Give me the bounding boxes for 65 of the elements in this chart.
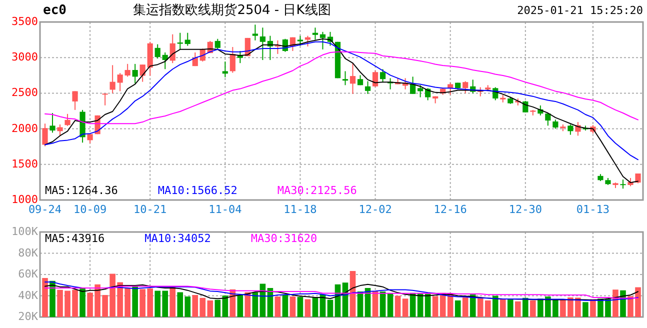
y-tick-label: 3000	[12, 50, 38, 64]
candlestick	[50, 112, 56, 134]
text: MA30:31620	[250, 232, 318, 245]
text: 2025-01-21 15:25:20	[517, 4, 643, 17]
y-tick-label: 2500	[12, 86, 38, 100]
x-tick-label: 12-30	[508, 203, 542, 216]
text: MA10:1566.52	[158, 184, 238, 197]
y-tick-label: 60K	[18, 268, 38, 281]
y-tick-label: 40K	[18, 288, 38, 302]
y-tick-label: 80K	[18, 246, 38, 260]
candlestick	[260, 27, 266, 61]
candlestick	[364, 80, 371, 94]
candlestick	[552, 119, 558, 130]
candlestick	[64, 113, 70, 126]
candlestick	[312, 27, 318, 40]
candlestick	[620, 179, 626, 190]
candlestick	[297, 35, 304, 46]
candlestick	[252, 24, 258, 41]
x-tick-label: 10-09	[73, 203, 107, 216]
x-tick-label: 10-21	[134, 203, 167, 216]
candlestick	[380, 68, 386, 83]
text: MA30:2125.56	[277, 184, 357, 197]
candlestick	[410, 76, 416, 94]
candlestick	[462, 80, 468, 94]
candlestick	[350, 62, 356, 94]
y-tick-label: 3500	[12, 15, 38, 28]
candlestick	[72, 90, 78, 110]
x-tick-label: 12-16	[434, 203, 467, 216]
candlestick	[154, 44, 160, 60]
x-tick-label: 12-02	[358, 203, 392, 216]
candlestick	[418, 84, 424, 98]
x-tick-label: 11-18	[284, 203, 317, 216]
candlestick	[568, 124, 574, 136]
candlestick	[545, 113, 551, 126]
chart-title: 集运指数欧线期货2504 - 日K线图	[133, 3, 331, 18]
x-tick-label: 01-13	[576, 203, 610, 216]
candlestick	[222, 61, 228, 78]
y-tick-label: 20K	[18, 310, 38, 324]
text: MA5:1264.36	[45, 184, 118, 197]
candlestick	[448, 82, 454, 96]
candlestick	[214, 38, 220, 51]
y-tick-label: 2000	[12, 122, 38, 135]
candlestick	[320, 31, 326, 50]
candlestick	[635, 173, 641, 184]
candlestick	[184, 32, 190, 46]
text: MA10:34052	[144, 232, 211, 245]
candlestick	[124, 63, 130, 78]
y-tick-label: 1500	[12, 157, 38, 170]
candlestick	[117, 72, 123, 92]
y-tick-label: 100K	[12, 225, 38, 238]
candlestick	[57, 124, 63, 136]
line-series	[44, 51, 638, 124]
candlestick	[274, 40, 280, 54]
candlestick	[102, 93, 108, 106]
candlestick	[42, 123, 48, 147]
candlestick	[372, 70, 378, 88]
chart-subtitle: ec0	[43, 3, 67, 18]
candlestick	[140, 64, 146, 82]
candlestick	[230, 46, 236, 74]
text: MA5:43916	[45, 232, 105, 245]
candlestick	[192, 52, 198, 67]
candlestick	[110, 64, 116, 94]
x-tick-label: 11-04	[208, 203, 242, 216]
candlestick	[132, 63, 138, 84]
candlestick	[342, 70, 348, 86]
